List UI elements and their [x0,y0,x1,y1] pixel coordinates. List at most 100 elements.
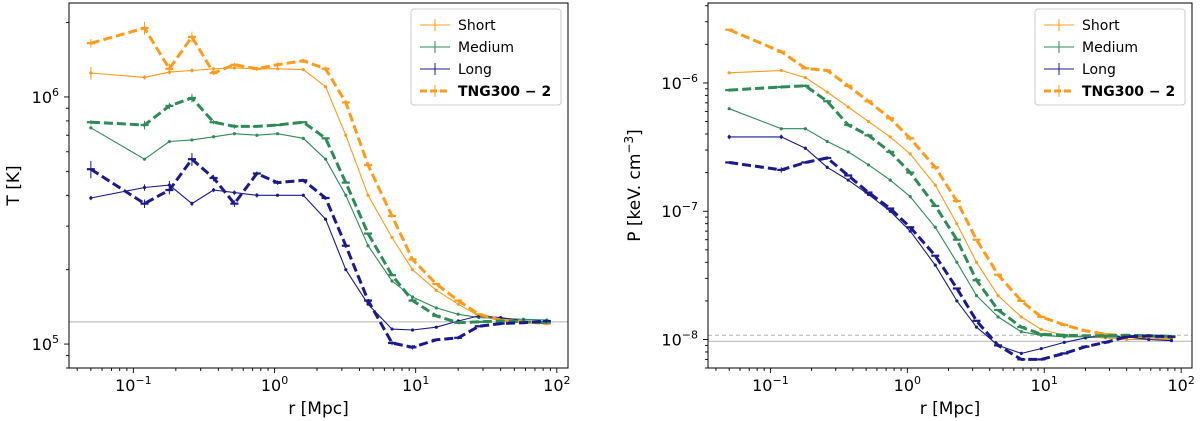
series-line [90,26,548,326]
data-point [211,188,216,192]
series-short [727,68,1174,342]
data-point [727,135,731,139]
data-point [866,192,871,197]
x-tick-label: 102 [543,374,570,395]
data-point [908,152,912,156]
data-point [456,312,460,316]
x-tick-label: 102 [1167,374,1194,395]
legend-label: Medium [458,40,514,56]
series-tng300-2-long- [86,152,551,350]
data-point [727,107,731,111]
data-point [410,295,415,299]
data-point [89,196,93,200]
x-tick-label: 101 [1031,374,1058,395]
data-point [803,76,807,80]
data-point [779,127,783,131]
data-point [908,195,912,199]
series-line [729,69,1172,341]
y-tick-label: 105 [32,333,59,354]
data-point [275,67,280,71]
series-line [729,136,1172,354]
legend-entry: Medium [1044,40,1138,56]
data-point [803,146,807,150]
legend-entry: Long [420,62,492,78]
data-point [344,193,348,197]
data-point [974,325,979,329]
data-point [846,178,850,182]
data-point [344,133,348,137]
series-long [89,180,549,332]
data-point [89,71,93,75]
data-point [323,85,328,89]
data-point [190,202,194,206]
data-point [846,150,850,154]
legend-box [1034,8,1186,106]
data-point [866,163,871,167]
data-point [974,294,979,298]
data-point [1019,330,1023,334]
legend-box [410,8,562,106]
data-point [390,327,394,331]
data-point [1062,340,1066,344]
series-tng300-2-medium- [725,84,1176,338]
legend-label: Medium [1082,40,1138,56]
legend-label: Long [458,62,492,78]
series-line [90,127,547,321]
x-tick-label: 101 [402,374,429,395]
temperature-panel: 10−1 100 101 102 105 106 r [Mpc] T [K] Short Medi… [4,2,571,419]
x-tick-label: 100 [261,374,288,395]
series-long [727,134,1174,355]
data-point [955,299,959,303]
data-point [779,135,783,139]
data-point [301,193,305,197]
series-tng300-2-medium- [86,93,551,325]
data-point [323,217,328,221]
x-axis-label: r [Mpc] [920,399,980,419]
data-point [434,288,438,292]
y-tick-label: 106 [32,86,59,107]
data-point [167,139,171,144]
data-point [211,135,216,139]
data-point [301,136,305,140]
data-point [846,105,850,109]
series-line [728,156,1172,361]
legend-label: TNG300 − 2 [1082,84,1175,100]
data-point [142,157,147,161]
data-point [390,235,394,240]
data-point [255,133,259,137]
series-medium [89,126,549,322]
data-point [825,165,829,169]
data-point [1039,346,1043,351]
data-point [1019,315,1023,319]
legend-label: TNG300 − 2 [458,84,551,100]
data-point [456,302,460,306]
legend-entry: Medium [420,40,514,56]
data-point [275,132,280,136]
legend: Short Medium Long TNG300 − 2 [410,8,562,106]
series-line [90,157,548,349]
data-point [1169,339,1174,343]
x-tick-label: 10−1 [115,374,152,395]
data-point [779,68,783,73]
data-point [232,191,237,195]
y-axis-label: T [K] [4,165,24,206]
data-point [434,325,438,329]
data-point [142,185,147,190]
data-point [211,67,216,71]
legend-label: Long [1082,62,1116,78]
data-point [167,183,171,187]
data-point [933,225,937,229]
data-point [434,306,438,310]
axes-frame [707,2,1193,369]
x-axis-label: r [Mpc] [288,399,348,419]
data-point [344,268,348,272]
series-line [90,96,547,325]
data-point [1019,351,1023,355]
data-point [323,157,328,161]
data-point [955,260,959,264]
data-point [825,90,829,94]
y-tick-label: 10−8 [661,329,698,350]
legend: Short Medium Long TNG300 − 2 [1034,8,1186,106]
y-tick-label: 10−7 [661,200,698,221]
data-point [190,138,194,142]
